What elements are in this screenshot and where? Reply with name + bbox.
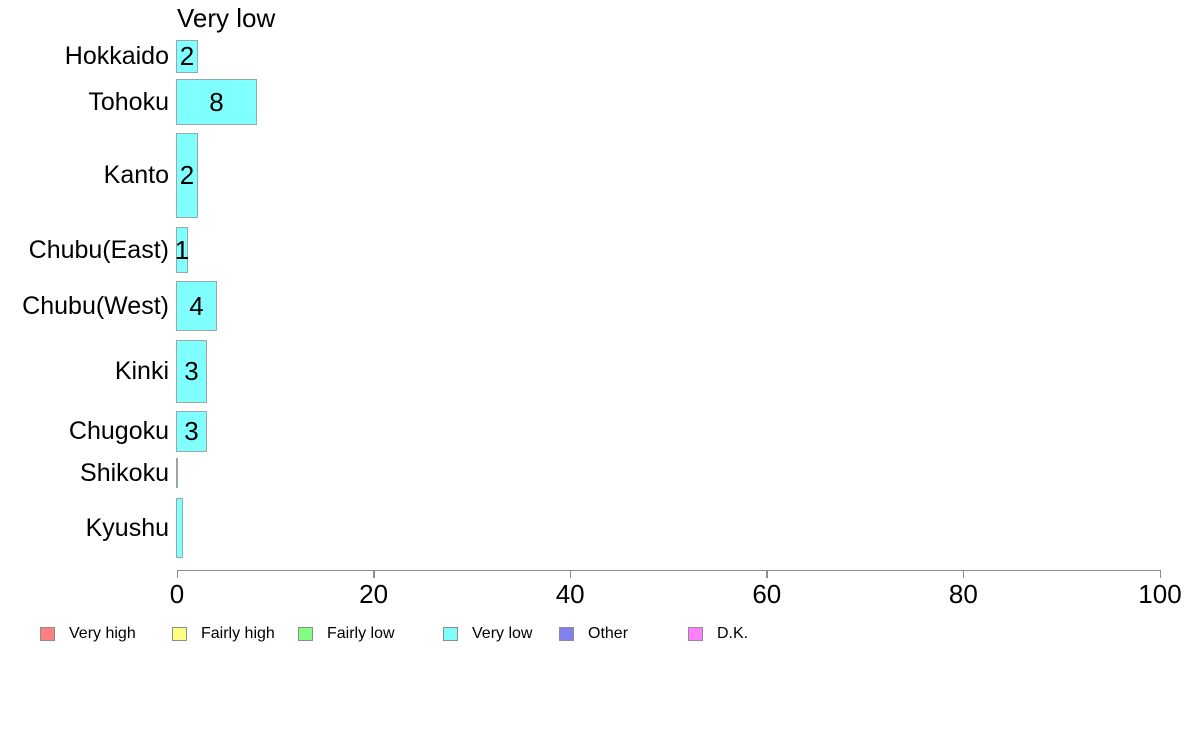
region-label: Kyushu xyxy=(85,513,169,542)
bar: 3 xyxy=(176,411,207,452)
chart-row: Kinki 3 xyxy=(0,340,1188,403)
bar xyxy=(176,458,178,488)
bar: 1 xyxy=(174,227,190,273)
bar-value-label: 3 xyxy=(184,356,199,386)
legend-label: D.K. xyxy=(717,625,749,642)
fairly-high-swatch-icon xyxy=(172,627,187,641)
legend-label: Fairly high xyxy=(201,625,275,642)
chart-title: Very low xyxy=(177,3,276,33)
legend-item-very-low: Very low xyxy=(443,622,532,646)
bar-value-label: 1 xyxy=(174,234,190,265)
chart-row: Tohoku 8 xyxy=(0,79,1188,125)
chart-row: Chubu(West) 4 xyxy=(0,281,1188,331)
tick-label: 40 xyxy=(555,579,585,609)
region-label: Tohoku xyxy=(88,87,169,116)
region-label: Chubu(East) xyxy=(28,235,169,264)
chart-row: Chubu(East) 1 xyxy=(0,227,1188,273)
very-high-swatch-icon xyxy=(40,627,55,641)
legend-item-dk: D.K. xyxy=(688,622,748,646)
region-label: Chubu(West) xyxy=(22,291,169,320)
tick-label: 100 xyxy=(1138,579,1182,609)
bar-value-label: 2 xyxy=(179,41,195,71)
bar: 2 xyxy=(176,40,198,73)
other-swatch-icon xyxy=(559,627,574,641)
very-low-swatch-icon xyxy=(443,627,458,641)
legend-label: Very high xyxy=(69,625,136,642)
legend-label: Very low xyxy=(472,625,533,642)
chart-legend: Very high Fairly high Fairly low Very lo… xyxy=(0,622,1188,646)
region-label: Kinki xyxy=(114,357,169,385)
tick-mark xyxy=(962,570,965,578)
chart-row: Shikoku xyxy=(0,458,1188,488)
tick-mark xyxy=(1159,570,1161,578)
tick-mark xyxy=(766,570,768,578)
dk-swatch-icon xyxy=(688,627,703,641)
chart-row: Kanto 2 xyxy=(0,133,1188,218)
bar: 3 xyxy=(176,340,207,403)
chart-row: Hokkaido 2 xyxy=(0,40,1188,73)
chart-row: Chugoku 3 xyxy=(0,411,1188,452)
tick-mark xyxy=(176,570,178,578)
bar-value-label: 8 xyxy=(209,86,224,117)
tick-mark xyxy=(373,570,375,578)
bar-value-label: 4 xyxy=(189,290,204,321)
bar xyxy=(176,498,183,558)
bar-value-label: 3 xyxy=(184,416,199,446)
bar: 2 xyxy=(176,133,198,218)
region-label: Shikoku xyxy=(80,458,169,487)
legend-item-fairly-low: Fairly low xyxy=(298,622,395,646)
chart-row: Kyushu xyxy=(0,498,1188,558)
region-label: Chugoku xyxy=(68,417,169,445)
region-label: Hokkaido xyxy=(64,42,169,70)
tick-label: 60 xyxy=(752,579,782,609)
bar: 8 xyxy=(176,79,257,125)
legend-label: Other xyxy=(588,625,629,642)
bar: 4 xyxy=(176,281,217,331)
x-axis-line xyxy=(177,570,1161,571)
fairly-low-swatch-icon xyxy=(298,627,313,641)
tick-label: 20 xyxy=(359,579,389,609)
legend-item-other: Other xyxy=(559,622,628,646)
region-label: Kanto xyxy=(103,161,169,189)
tick-mark xyxy=(569,570,572,578)
legend-label: Fairly low xyxy=(327,625,395,642)
bar-value-label: 2 xyxy=(179,160,195,190)
legend-item-very-high: Very high xyxy=(40,622,136,646)
legend-item-fairly-high: Fairly high xyxy=(172,622,275,646)
tick-label: 0 xyxy=(169,579,185,609)
tick-label: 80 xyxy=(948,579,978,609)
